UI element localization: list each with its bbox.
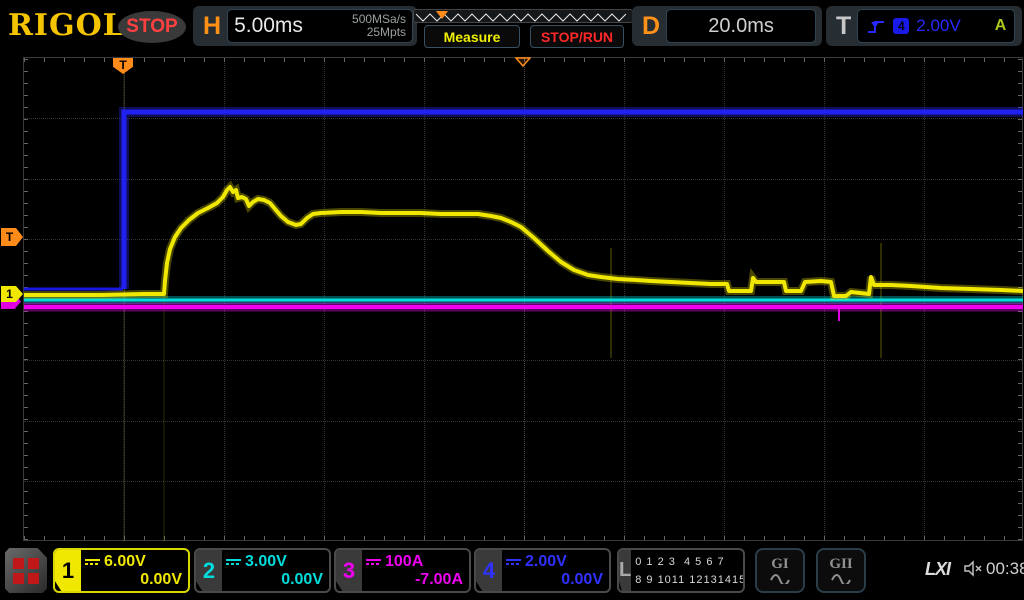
sine-icon — [831, 574, 851, 584]
t-label: T — [836, 11, 852, 40]
run-state-indicator: STOP — [118, 11, 186, 43]
graticule-ticks — [24, 58, 1022, 62]
logic-row2: 8 9 1011 12131415 — [635, 574, 745, 586]
delay-box[interactable]: D 20.0ms — [632, 6, 822, 46]
memory-depth: 25Mpts — [366, 25, 407, 39]
trigger-source-badge: 4 — [893, 18, 910, 34]
logic-row1: 0 1 2 3 4 5 6 7 — [635, 556, 725, 568]
menu-button[interactable] — [5, 548, 47, 593]
waveform-display[interactable] — [23, 57, 1024, 542]
timebase-screen: 5.00ms 500MSa/s 25Mpts — [227, 9, 414, 43]
h-label: H — [203, 11, 222, 40]
trigger-level-value: 2.00V — [916, 16, 961, 35]
sample-rate: 500MSa/s — [352, 12, 407, 26]
logic-tab[interactable]: L — [619, 550, 632, 591]
measure-button[interactable]: Measure — [424, 25, 520, 48]
rigol-logo: RIGOL — [8, 8, 125, 43]
trigger-position-marker[interactable]: T — [113, 58, 133, 74]
generator1-button[interactable]: GI — [755, 548, 805, 593]
channel2-box[interactable]: 2 3.00V 0.00V — [194, 548, 331, 593]
waveform-traces — [24, 58, 1024, 542]
ch2-scale: 3.00V — [245, 553, 287, 570]
gii-label: GII — [829, 556, 853, 572]
delay-screen: 20.0ms — [666, 9, 817, 43]
trigger-level-marker[interactable]: T — [1, 228, 23, 246]
gi-label: GI — [771, 556, 789, 572]
channel2-tab[interactable]: 2 — [196, 550, 222, 591]
clock: 00:38 — [986, 559, 1024, 578]
ch4-coupling-icon — [506, 558, 521, 567]
menu-grid-icon — [13, 557, 39, 584]
delay-value: 20.0ms — [708, 14, 774, 37]
trigger-box[interactable]: T 4 2.00V A — [826, 6, 1022, 46]
ch4-offset: 0.00V — [561, 571, 603, 588]
ch1-position-marker[interactable]: 1 — [1, 286, 23, 302]
acquisition-info: 500MSa/s 25Mpts — [352, 13, 406, 39]
bottom-bar: 1 6.00V 0.00V 2 3.00V 0.00V 3 100A -7.00… — [0, 545, 1024, 600]
generator2-button[interactable]: GII — [816, 548, 866, 593]
channel1-tab[interactable]: 1 — [55, 550, 81, 591]
trigger-mode: A — [994, 17, 1007, 34]
ch3-offset: -7.00A — [414, 571, 463, 588]
channel1-box[interactable]: 1 6.00V 0.00V — [53, 548, 190, 593]
channel3-tab[interactable]: 3 — [336, 550, 362, 591]
speaker-muted-icon[interactable] — [963, 560, 983, 578]
channel3-box[interactable]: 3 100A -7.00A — [334, 548, 471, 593]
ch4-scale: 2.00V — [525, 553, 567, 570]
timebase-value: 5.00ms — [234, 14, 303, 37]
ch3-coupling-icon — [366, 558, 381, 567]
channel4-box[interactable]: 4 2.00V 0.00V — [474, 548, 611, 593]
ch1-coupling-icon — [85, 558, 100, 567]
lxi-logo: LXI — [925, 559, 951, 579]
ch3-scale: 100A — [385, 553, 424, 570]
memory-waveform-icon — [415, 13, 627, 22]
channel4-tab[interactable]: 4 — [476, 550, 502, 591]
memory-trigger-marker-icon — [436, 11, 448, 19]
ch1-offset: 0.00V — [140, 571, 182, 588]
trigger-screen: 4 2.00V A — [857, 9, 1016, 43]
horizontal-timebase-box[interactable]: H 5.00ms 500MSa/s 25Mpts — [193, 6, 417, 46]
trigger-slope-icon — [868, 21, 885, 33]
sine-icon — [770, 574, 790, 584]
logic-channels-box[interactable]: L 0 1 2 3 4 5 6 7 8 9 1011 12131415 — [617, 548, 745, 593]
top-bar: RIGOL STOP H 5.00ms 500MSa/s 25Mpts Meas… — [0, 0, 1024, 50]
stop-run-button[interactable]: STOP/RUN — [530, 25, 624, 48]
ch2-offset: 0.00V — [281, 571, 323, 588]
memory-position-bar[interactable] — [413, 9, 633, 23]
ch1-scale: 6.00V — [104, 553, 146, 570]
delay-center-marker-icon — [515, 57, 531, 67]
d-label: D — [642, 11, 661, 40]
ch2-coupling-icon — [226, 558, 241, 567]
